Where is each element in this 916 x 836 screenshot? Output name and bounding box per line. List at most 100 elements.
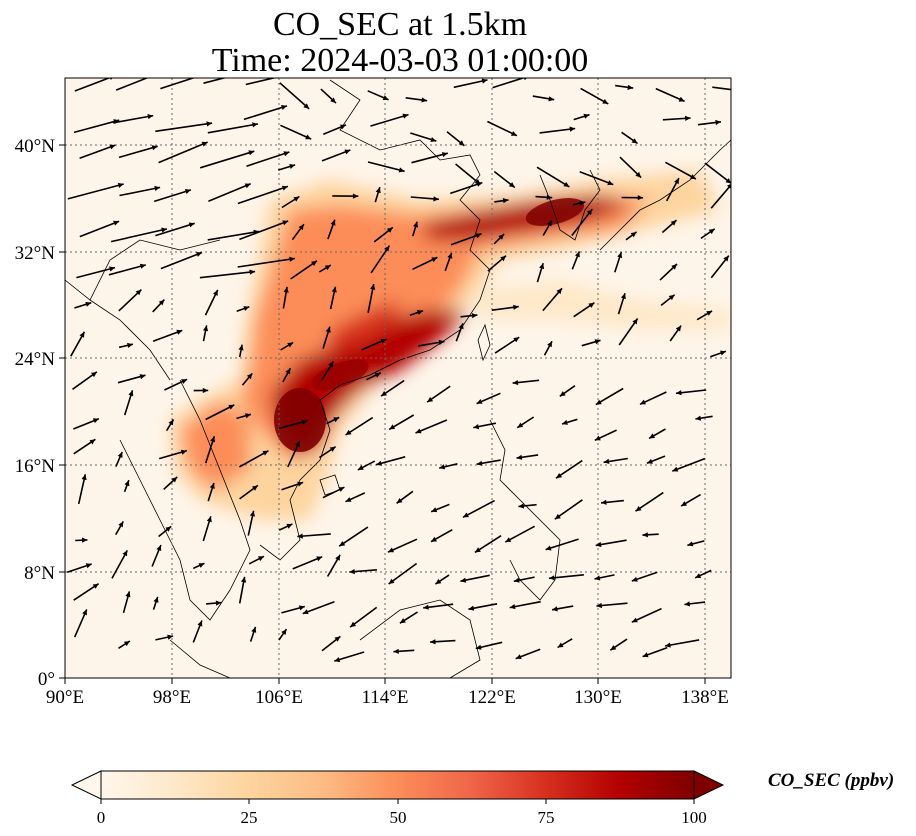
lat-tick-label: 24°N <box>15 349 56 370</box>
wind-vector-arrowhead <box>293 196 300 202</box>
wind-vector-arrowhead <box>575 251 580 258</box>
wind-vector-arrowhead <box>649 433 656 439</box>
wind-vector-arrowhead <box>243 306 250 311</box>
wind-vector-arrowhead <box>382 95 389 101</box>
wind-vector-arrowhead <box>370 284 376 290</box>
wind-vector-arrowhead <box>344 149 351 155</box>
chart-title-line2: Time: 2024-03-03 01:00:00 <box>211 42 589 79</box>
wind-vector-shaft <box>108 264 147 276</box>
wind-vector-arrowhead <box>350 621 356 628</box>
colorbar-tick-label: 0 <box>97 808 106 827</box>
wind-vector-arrowhead <box>334 636 341 642</box>
coast-japan <box>599 139 731 251</box>
wind-vector-arrowhead <box>389 424 396 430</box>
wind-vector-arrowhead <box>510 131 517 136</box>
wind-vector-arrowhead <box>601 499 607 505</box>
wind-vector-arrowhead <box>413 221 419 228</box>
wind-vector-arrowhead <box>333 417 340 423</box>
wind-vector-arrowhead <box>376 460 382 466</box>
wind-vector-arrowhead <box>92 418 99 424</box>
wind-vector-arrowhead <box>595 399 602 405</box>
wind-vector-arrowhead <box>334 657 341 663</box>
wind-vector-arrowhead <box>548 96 555 102</box>
wind-vector-arrowhead <box>594 339 601 345</box>
colorbar-tick-label: 50 <box>390 808 407 827</box>
wind-vector-arrowhead <box>127 342 133 348</box>
wind-vector-shaft <box>536 166 570 188</box>
wind-vector-arrowhead <box>690 174 696 179</box>
wind-vector-arrowhead <box>475 233 482 239</box>
wind-vector-arrowhead <box>518 503 524 509</box>
wind-vector-arrowhead <box>147 114 154 120</box>
wind-vector-arrowhead <box>252 485 258 491</box>
colorbar-min-extend <box>70 770 102 800</box>
wind-vector-shaft <box>415 419 448 434</box>
wind-vector-shaft <box>207 123 259 134</box>
wind-vector-shaft <box>76 266 116 279</box>
wind-vector-arrowhead <box>109 266 115 272</box>
wind-vector-arrowhead <box>435 578 442 585</box>
wind-vector-shaft <box>79 144 116 159</box>
wind-vector-shaft <box>155 222 195 237</box>
wind-vector-shaft <box>279 82 310 110</box>
wind-vector-arrowhead <box>153 596 159 603</box>
wind-vector-shaft <box>79 220 120 238</box>
coast-indochina <box>119 379 251 621</box>
wind-vector-shaft <box>237 257 296 268</box>
wind-vector-arrowhead <box>289 256 295 262</box>
wind-vector-shaft <box>158 141 208 164</box>
wind-vector-arrowhead <box>642 652 649 658</box>
wind-vector-arrowhead <box>498 234 505 240</box>
wind-vector-arrowhead <box>396 498 403 504</box>
wind-vector-arrowhead <box>139 374 146 380</box>
wind-vector-arrowhead <box>630 231 637 238</box>
wind-vector-shaft <box>450 181 483 195</box>
wind-vector-arrowhead <box>398 167 405 173</box>
wind-vector-arrowhead <box>79 331 85 338</box>
wind-vector-arrowhead <box>206 121 213 127</box>
wind-vector-arrowhead <box>81 474 87 481</box>
wind-vector-arrowhead <box>546 194 553 200</box>
wind-vector-arrowhead <box>516 454 523 460</box>
wind-vector-arrowhead <box>303 103 310 109</box>
wind-vector-arrowhead <box>586 209 593 215</box>
wind-vector-arrowhead <box>206 516 212 523</box>
wind-vector-arrowhead <box>210 436 216 443</box>
wind-vector-shaft <box>110 228 168 243</box>
wind-vector-arrowhead <box>557 642 564 648</box>
coastlines <box>65 79 731 678</box>
wind-vector-shaft <box>453 79 488 89</box>
wind-vector-arrowhead <box>512 380 519 386</box>
wind-vector-arrowhead <box>176 329 183 335</box>
wind-vector-arrowhead <box>631 576 638 582</box>
wind-vector-arrowhead <box>381 390 387 397</box>
wind-vector-arrowhead <box>431 507 438 513</box>
wind-vector-arrowhead <box>156 545 162 551</box>
dark-spot-coast <box>311 359 369 391</box>
wind-vector-arrowhead <box>502 198 509 204</box>
wind-vector-arrowhead <box>281 629 287 635</box>
wind-vector-arrowhead <box>206 71 212 76</box>
lat-tick-label: 40°N <box>15 136 56 157</box>
wind-vector-arrowhead <box>228 404 235 410</box>
wind-vector-arrowhead <box>672 466 679 472</box>
wind-vector-arrowhead <box>723 255 729 262</box>
plume-core-center <box>330 300 400 350</box>
wind-vector-arrowhead <box>335 554 341 561</box>
lat-tick-label: 16°N <box>15 456 56 477</box>
wind-vector-shaft <box>73 119 120 134</box>
wind-vector-arrowhead <box>549 575 555 581</box>
wind-vector-arrowhead <box>508 182 515 188</box>
wind-vector-arrowhead <box>433 196 439 202</box>
wind-vector-arrowhead <box>603 458 610 464</box>
wind-vector-arrowhead <box>85 301 92 307</box>
wind-vector-arrowhead <box>579 200 586 206</box>
wind-vector-arrowhead <box>302 609 309 615</box>
wind-vector-arrowhead <box>281 105 287 110</box>
wind-vector-arrowhead <box>509 604 516 610</box>
wind-vector-arrowhead <box>430 639 436 645</box>
wind-vector-shaft <box>111 550 129 579</box>
wind-vector-arrowhead <box>388 578 395 584</box>
wind-vector-shaft <box>710 183 731 209</box>
wind-vector-arrowhead <box>311 260 317 267</box>
